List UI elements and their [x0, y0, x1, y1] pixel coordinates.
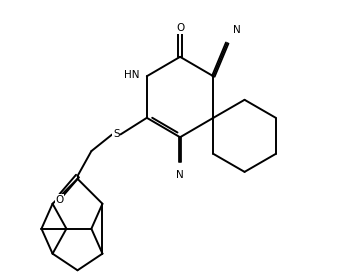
Text: N: N: [176, 170, 184, 180]
Text: N: N: [233, 25, 241, 36]
Text: S: S: [113, 129, 120, 139]
Text: O: O: [176, 23, 184, 33]
Text: O: O: [55, 195, 64, 205]
Text: HN: HN: [124, 70, 140, 80]
